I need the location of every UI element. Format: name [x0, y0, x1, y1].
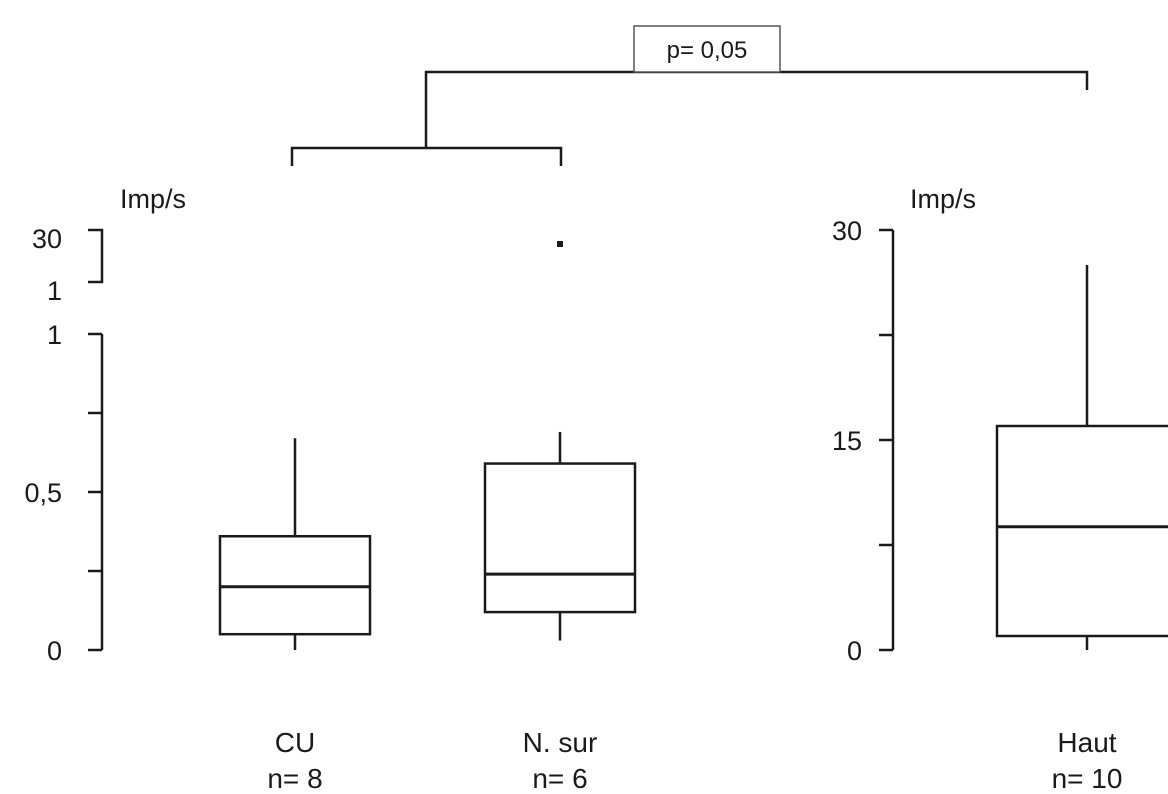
y-tick-label: 15 — [832, 426, 862, 456]
sample-size-label: n= 8 — [267, 763, 322, 794]
box-iqr — [218, 534, 372, 636]
right-x-labels: Haut n= 10 — [1052, 727, 1123, 794]
left-break-tick-label-30: 30 — [32, 224, 62, 254]
y-tick-label: 0 — [47, 636, 62, 666]
left-break-tick-label-1: 1 — [47, 276, 62, 306]
right-panel: Imp/s 0 15 30 Haut n= 10 — [832, 184, 1168, 794]
box-haut — [995, 265, 1168, 650]
p-value-box — [633, 25, 781, 73]
category-label: Haut — [1057, 727, 1116, 758]
box-cu — [218, 438, 372, 650]
left-x-labels: CU n= 8 N. sur n= 6 — [267, 727, 597, 794]
right-y-axis-label: Imp/s — [910, 184, 976, 214]
category-label: N. sur — [523, 727, 598, 758]
box-n-sur — [483, 241, 637, 641]
box-iqr — [483, 462, 637, 614]
y-tick-label: 30 — [832, 216, 862, 246]
left-y-ticks: 00,51 — [24, 320, 102, 666]
left-axis-break-segment — [88, 228, 104, 284]
y-tick-label: 0 — [847, 636, 862, 666]
sample-size-label: n= 6 — [532, 763, 587, 794]
sample-size-label: n= 10 — [1052, 763, 1123, 794]
y-tick-label: 1 — [47, 320, 62, 350]
bracket-group-haut — [424, 70, 1089, 148]
box-iqr — [995, 424, 1168, 638]
category-label: CU — [275, 727, 315, 758]
significance-bracket: p= 0,05 — [290, 25, 1089, 166]
y-tick-label: 0,5 — [24, 478, 62, 508]
bracket-cu-nsur — [290, 146, 563, 166]
p-value-label: p= 0,05 — [667, 37, 748, 64]
right-boxes — [995, 265, 1168, 650]
outlier-point — [557, 241, 563, 247]
left-y-axis-label: Imp/s — [120, 184, 186, 214]
left-boxes — [218, 241, 637, 650]
right-y-ticks: 0 15 30 — [832, 216, 893, 666]
